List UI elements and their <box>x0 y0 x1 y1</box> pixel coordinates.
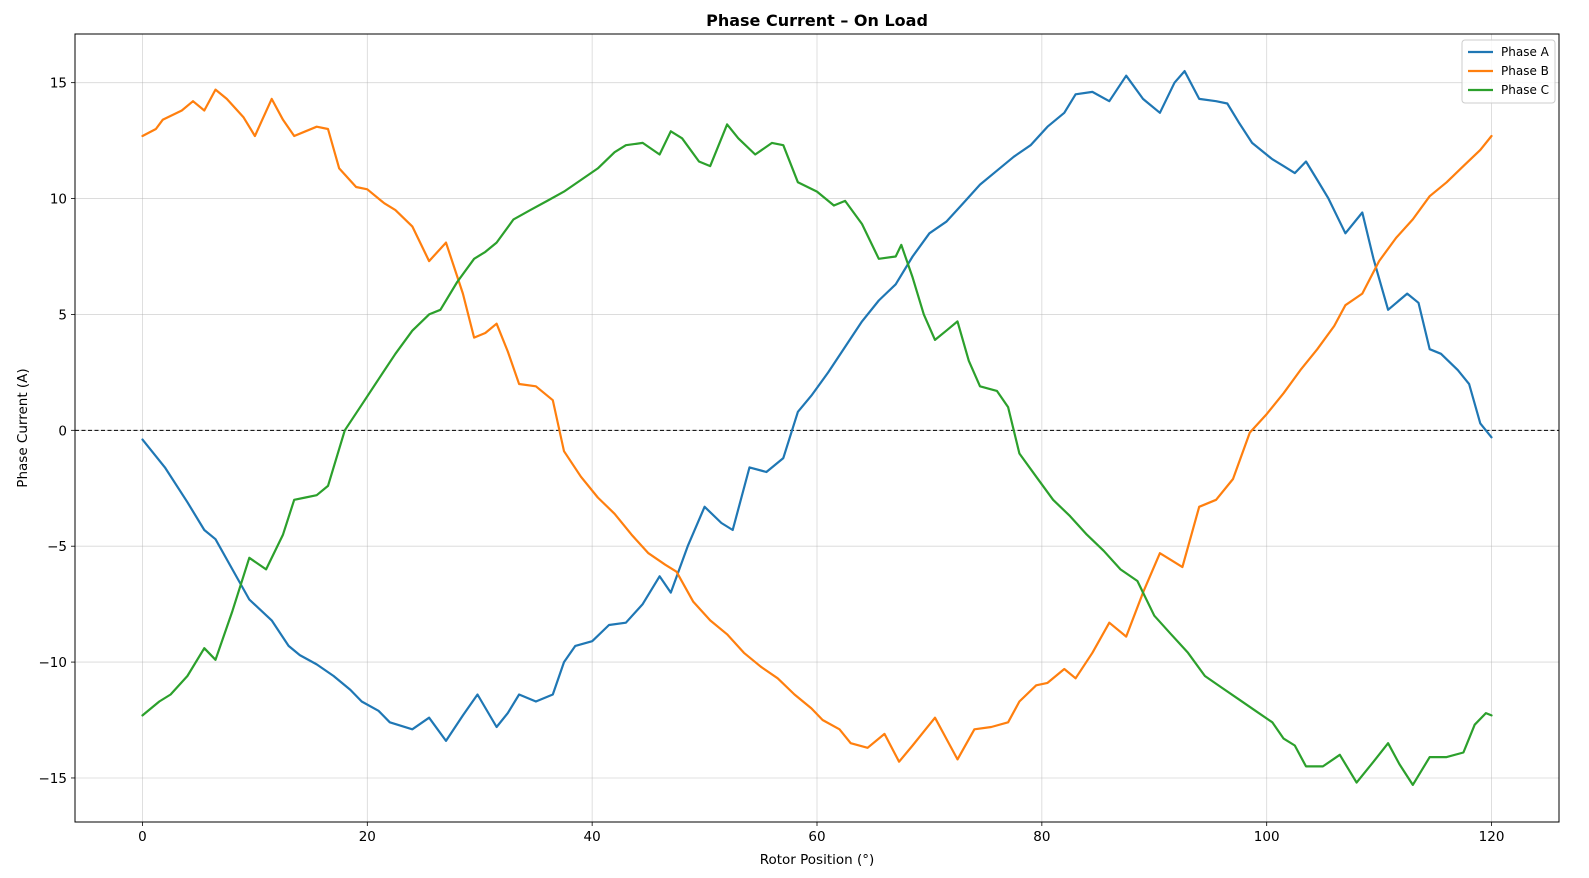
legend-label: Phase B <box>1501 64 1549 78</box>
y-tick-label: 5 <box>58 307 67 323</box>
plot-frame <box>74 33 1560 823</box>
y-tick-label: −10 <box>39 655 68 671</box>
legend-label: Phase C <box>1501 83 1549 97</box>
y-axis-label: Phase Current (A) <box>15 368 31 487</box>
x-axis-label: Rotor Position (°) <box>760 852 875 868</box>
x-tick-label: 120 <box>1479 829 1505 845</box>
x-tick-label: 40 <box>584 829 601 845</box>
x-tick-label: 0 <box>138 829 147 845</box>
legend-label: Phase A <box>1501 45 1550 59</box>
y-tick-label: 0 <box>58 423 67 439</box>
series-line-phase-c <box>141 123 1493 787</box>
series-lines <box>141 69 1493 787</box>
axis-ticks: 0 20 40 60 80 100 120 −15 −10 −5 0 5 10 15 <box>39 76 1505 845</box>
x-tick-label: 100 <box>1254 829 1280 845</box>
y-tick-label: −5 <box>47 539 67 555</box>
chart-title: Phase Current – On Load <box>706 11 928 30</box>
x-tick-label: 20 <box>359 829 376 845</box>
x-tick-label: 60 <box>808 829 825 845</box>
y-tick-label: 10 <box>50 192 67 208</box>
series-line-phase-a <box>141 69 1493 743</box>
y-tick-label: 15 <box>50 76 67 92</box>
legend: Phase A Phase B Phase C <box>1461 39 1556 104</box>
grid <box>75 34 1559 822</box>
y-tick-label: −15 <box>39 771 68 787</box>
x-tick-label: 80 <box>1033 829 1050 845</box>
series-line-phase-b <box>141 88 1493 763</box>
legend-box <box>1461 39 1556 104</box>
